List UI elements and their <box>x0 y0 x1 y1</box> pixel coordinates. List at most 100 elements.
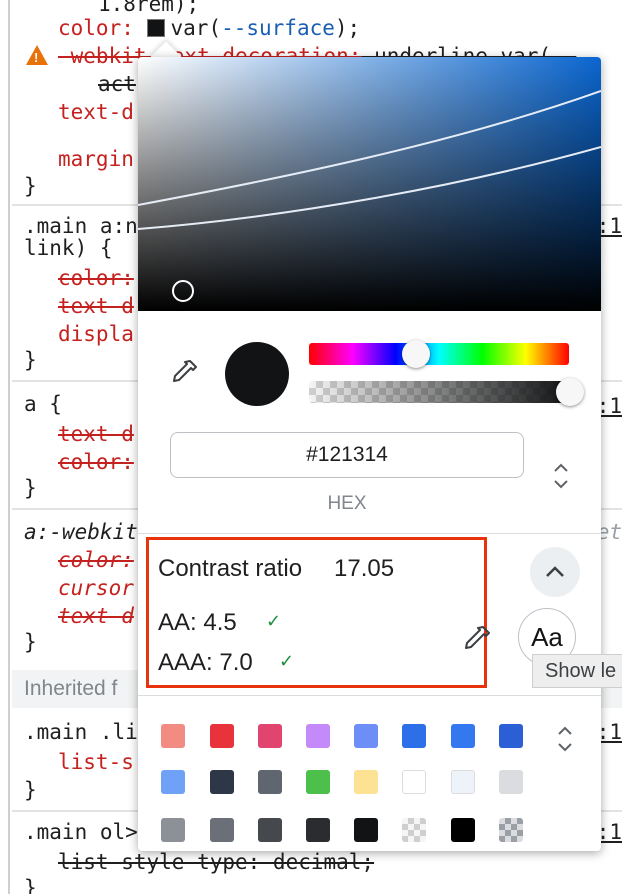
palette-swatch[interactable] <box>402 818 426 842</box>
prop-name[interactable]: color: <box>58 548 134 572</box>
selector[interactable]: .main ol> <box>24 818 138 846</box>
cursor-declaration[interactable]: cursor <box>58 574 134 602</box>
prop-name[interactable]: text d <box>58 294 134 318</box>
display-declaration[interactable]: displa <box>58 320 134 348</box>
list-style-declaration[interactable]: list-s <box>58 748 134 776</box>
hue-slider[interactable] <box>309 343 569 365</box>
rule-close: } <box>24 874 37 894</box>
aa-threshold: AA: 4.5 <box>158 609 237 636</box>
tooltip: Show le <box>532 654 622 688</box>
prop-name[interactable]: displa <box>58 322 134 346</box>
palette-swatch[interactable] <box>258 818 282 842</box>
color-declaration[interactable]: color: <box>58 264 134 292</box>
palette-swatch[interactable] <box>451 770 475 794</box>
palette-swatch[interactable] <box>161 770 185 794</box>
selector[interactable]: a { <box>24 390 62 418</box>
prop-name[interactable]: text-d <box>58 100 134 124</box>
selector[interactable]: a:-webkit <box>24 518 138 546</box>
palette-swatch[interactable] <box>306 818 330 842</box>
palette-swatch[interactable] <box>161 724 185 748</box>
value-text: 1.8rem); <box>98 0 200 16</box>
chevron-up-icon <box>546 566 564 577</box>
rule-close: } <box>24 776 37 804</box>
palette-swatch[interactable] <box>210 770 234 794</box>
color-swatch[interactable] <box>146 19 165 37</box>
prop-name[interactable]: text d <box>58 604 134 628</box>
palette-swatch[interactable] <box>402 770 426 794</box>
prop-name[interactable]: text-d <box>58 422 134 446</box>
selector-text[interactable]: .main a:n <box>24 214 138 238</box>
prop-name[interactable]: list-s <box>58 750 134 774</box>
prop-name[interactable]: margin <box>58 147 134 171</box>
text-decoration-declaration[interactable]: text-d <box>58 420 134 448</box>
palette-swatch[interactable] <box>499 724 523 748</box>
eyedropper-icon[interactable] <box>170 357 200 387</box>
palette-swatch[interactable] <box>402 724 426 748</box>
prop-value-line: 1.8rem); <box>98 0 199 18</box>
color-declaration[interactable]: color: <box>58 546 134 574</box>
palette-swatch[interactable] <box>354 818 378 842</box>
selector-text[interactable]: .main .li <box>24 720 138 744</box>
pane-divider <box>8 0 10 894</box>
alpha-slider[interactable] <box>309 381 569 403</box>
selector-text[interactable]: a { <box>24 392 62 416</box>
palette-swatch[interactable] <box>306 770 330 794</box>
selector-text[interactable]: link) { <box>24 236 113 260</box>
text-decoration-declaration[interactable]: text d <box>58 602 134 630</box>
selector[interactable]: link) { <box>24 234 113 262</box>
color-declaration[interactable]: color: <box>58 448 134 476</box>
color-declaration[interactable]: color: var(--surface); <box>58 14 360 42</box>
palette-swatch[interactable] <box>499 770 523 794</box>
brace: } <box>24 630 37 654</box>
palette-swatch[interactable] <box>499 818 523 842</box>
selector[interactable]: .main a:n <box>24 212 138 240</box>
updown-chevron-icon[interactable] <box>552 722 578 756</box>
brace: } <box>24 174 37 198</box>
updown-chevron-icon[interactable] <box>548 459 574 493</box>
warning-mark: ! <box>34 50 39 65</box>
prop-name[interactable]: color: <box>58 266 134 290</box>
saturation-value-area[interactable] <box>138 57 601 311</box>
hue-slider-thumb[interactable] <box>402 340 430 368</box>
warning-icon <box>26 45 48 65</box>
prop-name[interactable]: color: <box>58 16 134 40</box>
saturation-handle[interactable] <box>172 280 194 302</box>
text-decoration-declaration[interactable]: text-d <box>58 98 134 126</box>
brace: } <box>24 348 37 372</box>
text-decoration-declaration[interactable]: text d <box>58 292 134 320</box>
palette-swatch[interactable] <box>306 724 330 748</box>
palette-swatch[interactable] <box>354 770 378 794</box>
palette-swatch[interactable] <box>210 818 234 842</box>
palette-swatch[interactable] <box>354 724 378 748</box>
var-tail: ); <box>334 16 361 40</box>
aaa-threshold: AAA: 7.0 <box>158 649 253 676</box>
contrast-threshold-lines <box>138 90 601 230</box>
palette-swatch[interactable] <box>258 770 282 794</box>
brace: } <box>24 476 37 500</box>
palette-swatch[interactable] <box>451 724 475 748</box>
palette-swatch[interactable] <box>451 818 475 842</box>
contrast-preview-button[interactable]: Aa <box>518 608 576 666</box>
var-func[interactable]: var( <box>170 16 222 40</box>
var-name[interactable]: --surface <box>221 16 335 40</box>
collapse-contrast-button[interactable] <box>530 547 580 597</box>
alpha-slider-thumb[interactable] <box>556 378 584 406</box>
prop-name[interactable]: cursor <box>58 576 134 600</box>
prop-decl[interactable]: list style type: decimal; <box>58 850 375 874</box>
palette-swatch[interactable] <box>258 724 282 748</box>
palette-swatch[interactable] <box>210 724 234 748</box>
rule-close: } <box>24 346 37 374</box>
rule-close: } <box>24 172 37 200</box>
selector-text[interactable]: a:-webkit <box>24 520 138 544</box>
prop-name[interactable]: color: <box>58 450 134 474</box>
hex-input[interactable]: #121314 <box>170 432 524 478</box>
palette-swatch[interactable] <box>161 818 185 842</box>
list-style-type-declaration[interactable]: list style type: decimal; <box>58 848 374 876</box>
brace: } <box>24 778 37 802</box>
selector[interactable]: .main .li <box>24 718 138 746</box>
selector-text[interactable]: .main ol> <box>24 820 138 844</box>
contrast-highlight-box <box>146 537 487 688</box>
margin-declaration[interactable]: margin <box>58 145 134 173</box>
eyedropper-icon[interactable] <box>461 623 493 655</box>
section-divider <box>138 533 601 534</box>
